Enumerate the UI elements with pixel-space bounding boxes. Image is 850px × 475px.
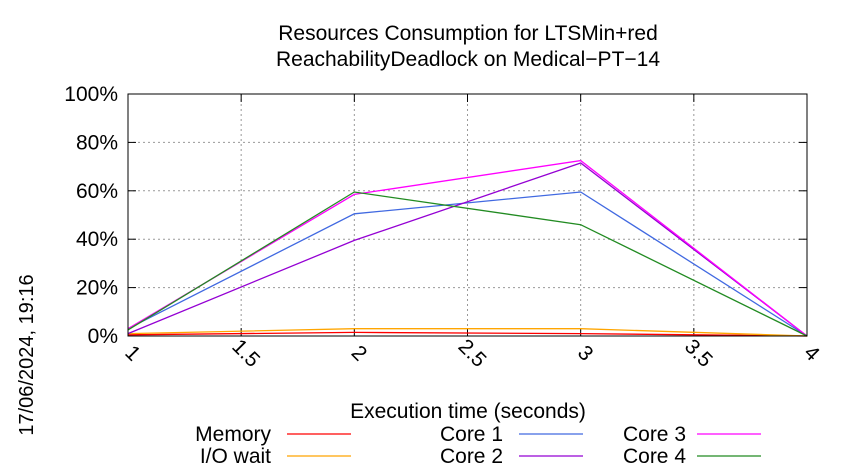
series-line-i-o-wait [127, 328, 808, 337]
legend-label: Core 1 [440, 423, 503, 446]
y-tick-label: 40% [76, 228, 118, 251]
x-tick-label: 3 [573, 341, 598, 366]
x-tick-label: 2 [347, 341, 372, 366]
series-line-core-4 [127, 191, 808, 337]
y-axis-ticks: 0% 20% 40% 60% 80% 100% [64, 83, 807, 348]
x-axis-ticks: 1 1.5 2 2.5 3 3.5 4 [120, 94, 824, 372]
legend-label: I/O wait [200, 445, 271, 468]
grid-lines [128, 94, 807, 336]
x-tick-label: 2.5 [454, 335, 491, 372]
legend-label: Core 3 [623, 423, 686, 446]
y-tick-label: 100% [64, 83, 118, 106]
y-tick-label: 0% [88, 325, 118, 348]
x-axis-label: Execution time (seconds) [350, 400, 586, 423]
y-tick-label: 20% [76, 277, 118, 300]
series-line-core-2 [127, 162, 808, 337]
legend-label: Core 4 [623, 445, 686, 468]
y-tick-label: 60% [76, 180, 118, 203]
x-tick-label: 4 [799, 341, 824, 366]
chart-title-line2: ReachabilityDeadlock on Medical−PT−14 [276, 48, 660, 71]
x-tick-label: 1 [120, 341, 145, 366]
chart-title-line1: Resources Consumption for LTSMin+red [278, 22, 658, 45]
y-tick-label: 80% [76, 131, 118, 154]
x-tick-label: 1.5 [227, 335, 264, 372]
x-tick-label: 3.5 [680, 335, 717, 372]
series-line-memory [127, 331, 808, 337]
series-line-core-1 [127, 191, 808, 337]
plot-frame [127, 93, 808, 337]
legend-label: Core 2 [440, 445, 503, 468]
timestamp: 17/06/2024, 19:16 [16, 274, 38, 435]
series-lines [127, 159, 808, 337]
legend-label: Memory [195, 423, 271, 446]
